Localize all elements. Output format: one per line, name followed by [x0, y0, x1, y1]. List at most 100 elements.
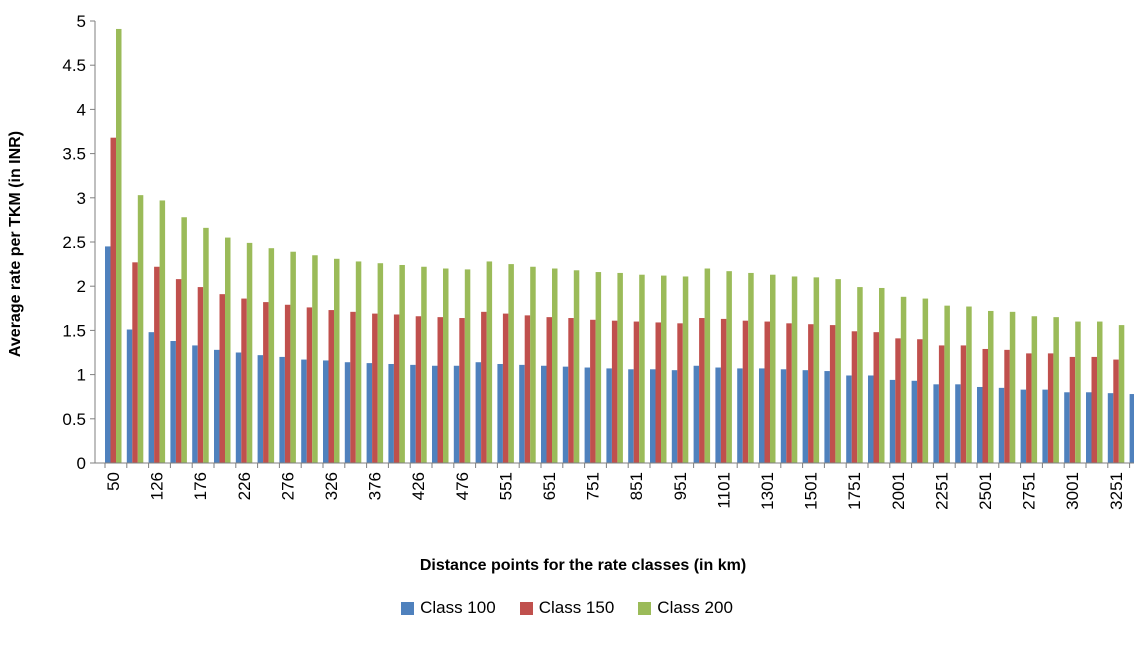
bar-class-200-3001 — [1075, 321, 1081, 463]
bar-class-200-101 — [137, 195, 144, 463]
legend-swatch — [638, 601, 652, 615]
bar-class-150-451 — [437, 317, 443, 463]
x-tick-label: 651 — [540, 472, 559, 500]
bar-class-150-251 — [263, 302, 269, 463]
bar-class-200-851 — [639, 274, 645, 463]
y-tick-label: 3.5 — [62, 145, 86, 164]
x-tick-label: 1501 — [802, 472, 821, 510]
bar-class-150-1901 — [873, 332, 879, 463]
y-tick-label: 2.5 — [62, 233, 86, 252]
bar-class-200-176 — [203, 227, 209, 463]
bar-class-100-451 — [432, 365, 438, 463]
x-tick-label: 376 — [366, 472, 385, 500]
bar-class-100-301 — [301, 359, 307, 463]
x-tick-label: 751 — [584, 472, 603, 500]
bar-class-200-301 — [312, 255, 318, 463]
bar-class-100-601 — [519, 364, 525, 463]
bar-class-150-326 — [328, 310, 334, 463]
bar-class-200-651 — [552, 268, 558, 463]
bar-class-200-201 — [225, 237, 231, 463]
x-tick-label: 2501 — [976, 472, 995, 510]
bar-class-100-2501 — [977, 386, 983, 463]
bar-class-100-50 — [105, 246, 111, 463]
bar-class-200-50 — [116, 28, 122, 464]
bar-class-150-476 — [459, 318, 465, 463]
y-tick-label: 0.5 — [62, 410, 86, 429]
bar-class-150-1501 — [808, 324, 814, 463]
x-tick-label: 2251 — [932, 472, 951, 510]
bar-class-150-351 — [350, 311, 356, 463]
bar-class-100-476 — [453, 365, 460, 463]
bar-class-100-551 — [497, 363, 503, 463]
bar-class-200-1401 — [791, 276, 798, 463]
bar-class-150-151 — [175, 279, 182, 463]
bar-class-100-201 — [214, 349, 220, 463]
bar-class-200-2501 — [988, 310, 994, 463]
bar-class-150-951 — [677, 323, 683, 463]
x-tick-label: 1751 — [845, 472, 864, 510]
bar-class-100-351 — [344, 362, 351, 463]
bar-class-200-351 — [355, 261, 362, 463]
bar-class-150-501 — [481, 311, 487, 463]
bar-class-200-1001 — [704, 268, 711, 463]
bar-class-200-2626 — [1009, 311, 1016, 463]
bar-class-150-2876 — [1047, 353, 1054, 463]
bar-class-200-401 — [399, 264, 405, 463]
bar-class-150-851 — [633, 321, 640, 463]
bar-class-200-2376 — [966, 306, 972, 463]
bar-class-150-901 — [655, 322, 661, 463]
bar-class-200-701 — [573, 270, 580, 463]
bar-class-100-101 — [126, 329, 133, 463]
bar-class-100-376 — [366, 363, 373, 463]
bar-class-150-2251 — [938, 345, 945, 463]
chart: 0 0.5 1 1.5 2 2.5 3 3.5 4 4.5 5 50 126 176 226 276 326 3… — [7, 12, 1134, 574]
x-tick-label: 476 — [453, 472, 472, 500]
bar-class-200-2751 — [1031, 316, 1038, 463]
x-tick-label: 3251 — [1107, 472, 1126, 510]
bar-class-200-1101 — [726, 271, 732, 463]
legend-item: Class 100 — [401, 598, 496, 618]
bar-class-150-50 — [110, 137, 116, 464]
bar-class-150-551 — [502, 313, 509, 463]
bar-class-200-751 — [595, 272, 602, 463]
bar-class-100-851 — [628, 369, 634, 463]
bar-class-200-276 — [290, 251, 296, 463]
x-tick-label: 176 — [191, 472, 210, 500]
bar-class-150-2751 — [1026, 353, 1032, 463]
bar-class-100-151 — [170, 341, 176, 463]
bar-class-150-126 — [154, 266, 160, 463]
bar-class-150-751 — [590, 319, 596, 463]
y-tick-label: 2 — [77, 277, 86, 296]
bar-class-150-2501 — [982, 348, 988, 463]
legend-label: Class 100 — [420, 598, 496, 617]
bar-class-100-501 — [475, 362, 482, 463]
bar-class-200-226 — [246, 242, 253, 463]
bar-class-150-701 — [568, 318, 574, 463]
bar-class-150-2376 — [960, 345, 967, 463]
bar-class-150-2126 — [917, 339, 923, 463]
bar-class-150-101 — [132, 262, 138, 463]
bar-class-200-426 — [421, 266, 427, 463]
bar-class-200-3126 — [1097, 321, 1103, 463]
bar-class-200-551 — [508, 264, 514, 463]
bar-class-100-2126 — [911, 380, 918, 463]
bar-class-150-651 — [546, 317, 552, 463]
bar-class-100-426 — [410, 364, 416, 463]
x-tick-label: 3001 — [1063, 472, 1082, 510]
bar-class-100-1201 — [737, 368, 743, 463]
bar-class-150-1001 — [699, 318, 705, 463]
bar-class-200-901 — [661, 275, 667, 463]
bar-class-150-176 — [197, 287, 204, 463]
bar-class-100-2876 — [1042, 389, 1048, 463]
bar-class-100-1901 — [868, 375, 874, 463]
x-tick-label: 426 — [409, 472, 428, 500]
y-tick-label: 1 — [77, 366, 86, 385]
bar-class-100-1751 — [846, 375, 852, 463]
bar-class-100-3251 — [1107, 393, 1114, 463]
bar-class-100-2251 — [933, 384, 939, 463]
x-tick-label: 2001 — [889, 472, 908, 510]
bar-class-100-1001 — [693, 365, 700, 463]
x-tick-label: 126 — [148, 472, 167, 500]
bar-class-100-1401 — [780, 369, 787, 463]
bar-class-100-251 — [257, 355, 264, 463]
